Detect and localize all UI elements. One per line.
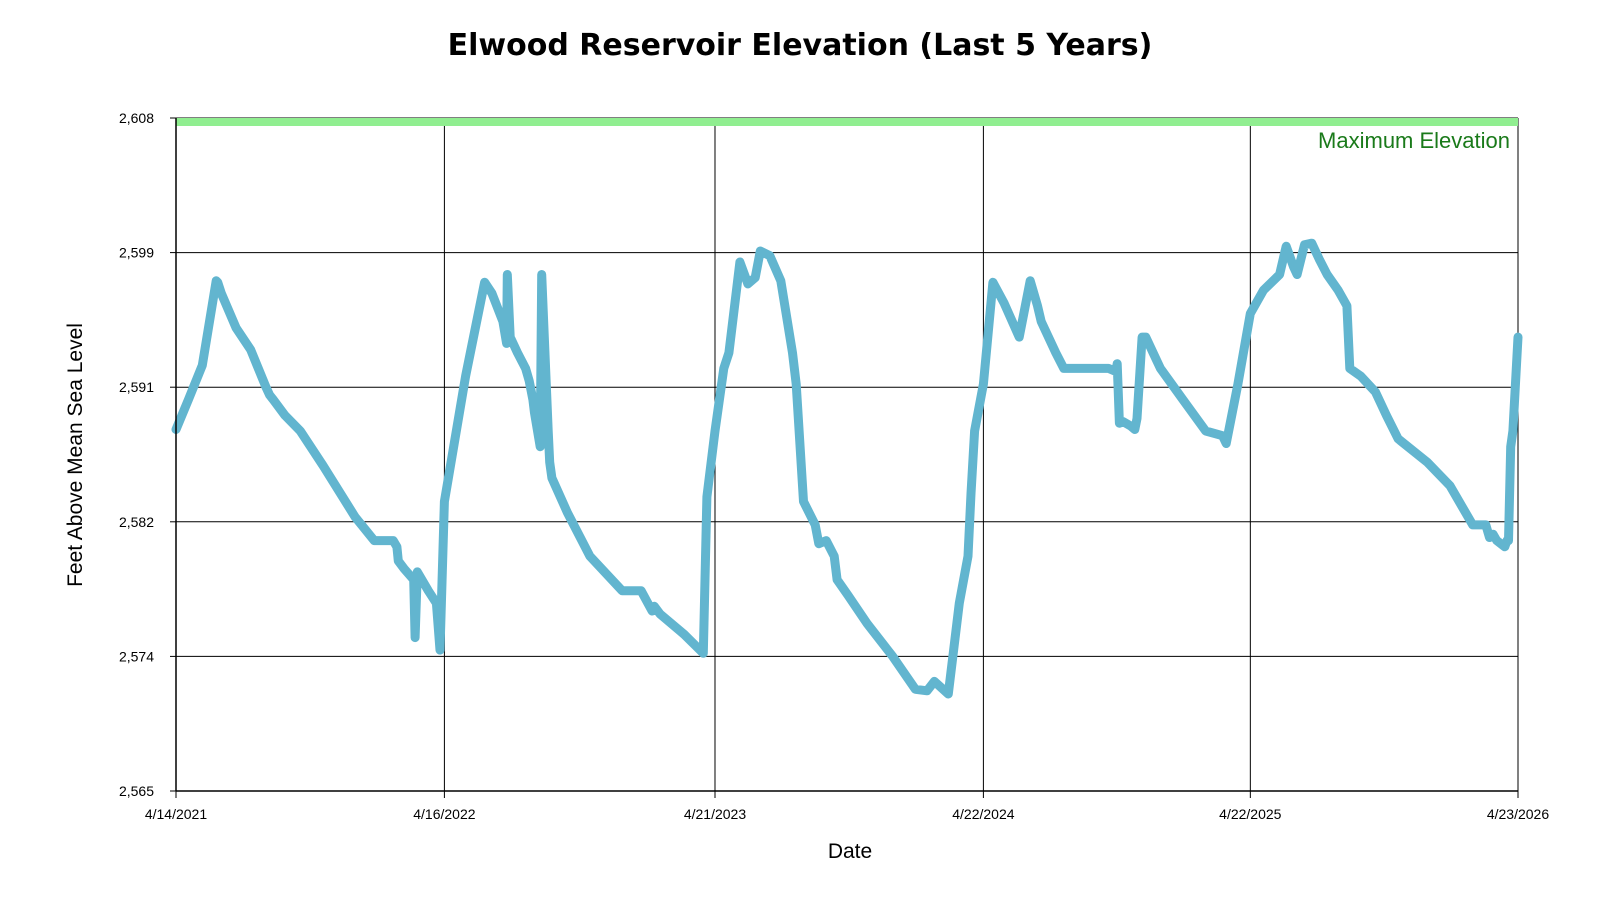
x-tick-label: 4/22/2024 [952, 806, 1014, 822]
series-layer [171, 238, 1523, 699]
x-tick-label: 4/14/2021 [145, 806, 207, 822]
maximum-elevation-label: Maximum Elevation [1318, 128, 1510, 153]
y-tick-label: 2,574 [119, 648, 154, 664]
tick-labels: 2,565 2,574 2,582 2,591 2,599 2,608 4/14/2021 4… [119, 110, 1549, 822]
y-tick-label: 2,591 [119, 379, 154, 395]
x-tick-label: 4/22/2025 [1219, 806, 1281, 822]
x-axis-label: Date [827, 840, 873, 863]
x-tick-label: 4/21/2023 [684, 806, 746, 822]
maximum-elevation-line [176, 118, 1518, 126]
x-tick-label: 4/16/2022 [413, 806, 475, 822]
y-tick-label: 2,565 [119, 783, 154, 799]
y-tick-label: 2,599 [119, 245, 154, 261]
y-tick-label: 2,608 [119, 110, 154, 126]
series-line [171, 238, 1523, 699]
grid-lines [175, 117, 1519, 792]
y-tick-label: 2,582 [119, 514, 154, 530]
maximum-elevation-band: Maximum Elevation [176, 118, 1518, 153]
x-tick-label: 4/23/2026 [1487, 806, 1549, 822]
chart-title: Elwood Reservoir Elevation (Last 5 Years… [447, 28, 1153, 63]
axes [170, 117, 1519, 798]
